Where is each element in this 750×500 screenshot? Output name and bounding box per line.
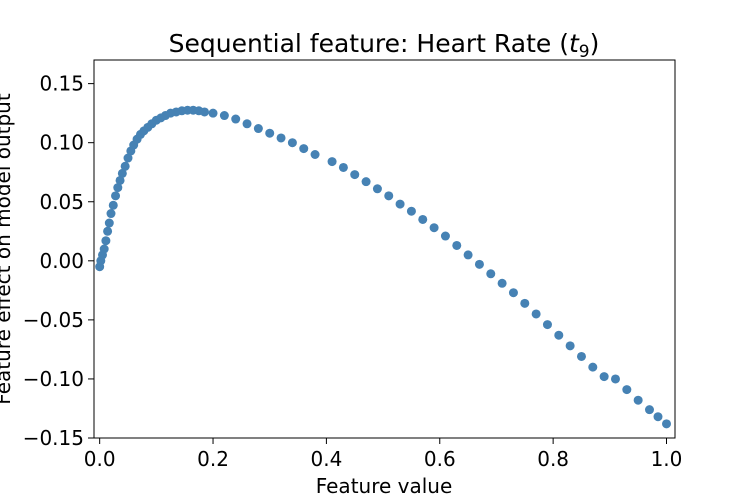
data-point: [508, 288, 518, 298]
data-point: [520, 298, 530, 308]
data-point: [350, 170, 360, 180]
data-point: [372, 184, 382, 194]
data-point: [395, 199, 405, 209]
data-point: [418, 214, 428, 224]
data-point: [276, 133, 286, 143]
data-point: [452, 240, 462, 250]
data-point: [486, 269, 496, 279]
data-point: [99, 244, 109, 254]
data-point: [103, 226, 113, 236]
data-point: [108, 200, 118, 210]
data-point: [662, 419, 671, 429]
data-point: [554, 330, 564, 340]
data-point: [576, 351, 586, 361]
x-tick-label: 0.2: [197, 447, 229, 471]
y-tick-label: −0.15: [23, 426, 84, 450]
data-point: [622, 385, 632, 395]
data-point: [208, 108, 218, 118]
x-tick-label: 0.6: [424, 447, 456, 471]
data-point: [327, 157, 337, 167]
data-point: [115, 175, 125, 185]
data-point: [104, 218, 114, 228]
chart-title: Sequential feature: Heart Rate (t9): [169, 29, 600, 62]
y-tick-label: 0.05: [39, 190, 84, 214]
data-point: [406, 206, 416, 216]
chart-title-subscript: 9: [579, 42, 590, 62]
y-tick-label: 0.10: [39, 131, 84, 155]
data-point: [117, 168, 127, 178]
data-point: [253, 124, 263, 134]
data-point: [429, 223, 439, 233]
data-point: [531, 309, 541, 319]
y-tick-label: −0.05: [23, 308, 84, 332]
x-tick-label: 0.0: [84, 447, 116, 471]
data-point: [542, 320, 552, 330]
data-point: [599, 372, 609, 382]
data-point: [299, 144, 309, 154]
data-point: [610, 374, 620, 384]
y-tick-label: −0.10: [23, 367, 84, 391]
plot-frame: [93, 59, 676, 439]
data-point: [474, 259, 484, 269]
data-points: [95, 105, 671, 429]
data-point: [338, 162, 348, 172]
data-point: [111, 191, 121, 201]
x-tick-label: 0.8: [537, 447, 569, 471]
x-axis-ticks: 0.0 0.2 0.4 0.6 0.8 1.0: [84, 438, 683, 471]
chart-title-close: ): [590, 29, 600, 58]
x-axis-label: Feature value: [316, 474, 453, 498]
data-point: [361, 177, 371, 187]
data-point: [310, 150, 320, 159]
data-point: [242, 119, 252, 129]
y-tick-label: 0.00: [39, 249, 84, 273]
y-axis-ticks: −0.15 −0.10 −0.05 0.00 0.05 0.10 0.15: [23, 72, 94, 450]
data-point: [120, 161, 130, 171]
data-point: [497, 278, 507, 288]
data-point: [200, 107, 210, 117]
data-point: [463, 250, 473, 260]
data-point: [565, 341, 575, 351]
data-point: [123, 153, 133, 163]
chart-title-symbol: t: [569, 29, 580, 58]
data-point: [644, 405, 654, 415]
data-point: [101, 236, 111, 246]
data-point: [440, 231, 450, 241]
data-point: [588, 362, 598, 372]
data-point: [633, 395, 643, 405]
data-point: [113, 183, 123, 193]
x-tick-label: 1.0: [651, 447, 683, 471]
data-point: [287, 138, 297, 148]
data-point: [106, 209, 116, 219]
y-tick-label: 0.15: [39, 72, 84, 96]
data-point: [231, 114, 241, 124]
data-point: [384, 191, 394, 201]
y-axis-label: Feature effect on model output: [0, 93, 15, 405]
data-point: [653, 412, 663, 422]
chart-title-text: Sequential feature: Heart Rate (: [169, 29, 569, 58]
data-point: [265, 128, 275, 138]
data-point: [219, 111, 229, 121]
x-tick-label: 0.4: [310, 447, 342, 471]
